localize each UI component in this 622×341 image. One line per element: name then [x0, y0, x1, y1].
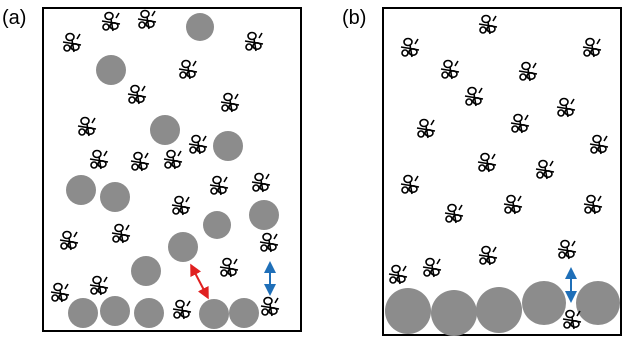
particle — [249, 200, 279, 230]
molecule — [417, 120, 435, 139]
molecule — [536, 161, 554, 180]
particle — [186, 13, 214, 41]
particle — [131, 256, 161, 286]
molecule — [584, 196, 602, 215]
molecules — [389, 16, 608, 330]
molecule — [102, 13, 120, 32]
particles — [385, 281, 620, 336]
molecule — [583, 39, 601, 58]
molecule — [423, 259, 441, 278]
molecule — [252, 174, 270, 193]
molecule — [563, 311, 581, 330]
molecule — [221, 94, 239, 113]
particle — [431, 290, 477, 336]
panel-b — [383, 8, 621, 336]
molecule — [504, 196, 522, 215]
figure: (a) (b) — [0, 0, 622, 341]
molecule — [557, 99, 575, 118]
particle — [199, 299, 229, 329]
panel-label: (b) — [342, 7, 366, 29]
molecule — [401, 176, 419, 195]
particle — [100, 182, 130, 212]
molecule — [519, 63, 537, 82]
molecule — [389, 266, 407, 285]
molecule — [478, 154, 496, 173]
particles — [66, 13, 279, 329]
molecule — [479, 16, 497, 35]
molecule — [63, 34, 81, 53]
particle — [134, 298, 164, 328]
particle — [68, 298, 98, 328]
particle — [576, 281, 620, 325]
molecule — [245, 33, 263, 52]
molecule — [179, 61, 197, 80]
molecule — [445, 205, 463, 224]
molecule — [558, 241, 576, 260]
particle — [229, 298, 259, 328]
molecule — [220, 259, 238, 278]
page: {"panels": [{"label": "(a)"}, {"label": … — [0, 0, 622, 341]
molecule — [51, 284, 69, 303]
molecule — [511, 115, 529, 134]
molecule — [465, 88, 483, 107]
molecule — [479, 247, 497, 266]
molecule — [112, 225, 130, 244]
molecule — [78, 118, 96, 137]
panel-frame — [43, 8, 301, 331]
particle — [385, 288, 431, 334]
particle — [168, 232, 198, 262]
panel-a — [43, 8, 301, 331]
molecule — [172, 197, 190, 216]
particle — [100, 296, 130, 326]
molecule — [164, 151, 182, 170]
red-arrow — [193, 269, 206, 294]
molecule — [401, 39, 419, 58]
particle — [66, 175, 96, 205]
panel-label: (a) — [2, 7, 26, 29]
molecule — [90, 151, 108, 170]
molecule — [189, 136, 207, 155]
molecule — [131, 153, 149, 172]
particle — [203, 211, 231, 239]
molecule — [173, 301, 191, 320]
molecule — [441, 61, 459, 80]
molecule — [128, 86, 146, 105]
particle — [522, 281, 566, 325]
molecule — [590, 136, 608, 155]
molecule — [260, 234, 278, 253]
particle — [476, 287, 522, 333]
particle — [213, 131, 243, 161]
particle — [96, 55, 126, 85]
molecules — [51, 11, 279, 320]
particle — [150, 115, 180, 145]
molecule — [90, 277, 108, 296]
molecule — [261, 298, 279, 317]
molecule — [210, 177, 228, 196]
molecule — [138, 11, 156, 30]
molecule — [60, 232, 78, 251]
